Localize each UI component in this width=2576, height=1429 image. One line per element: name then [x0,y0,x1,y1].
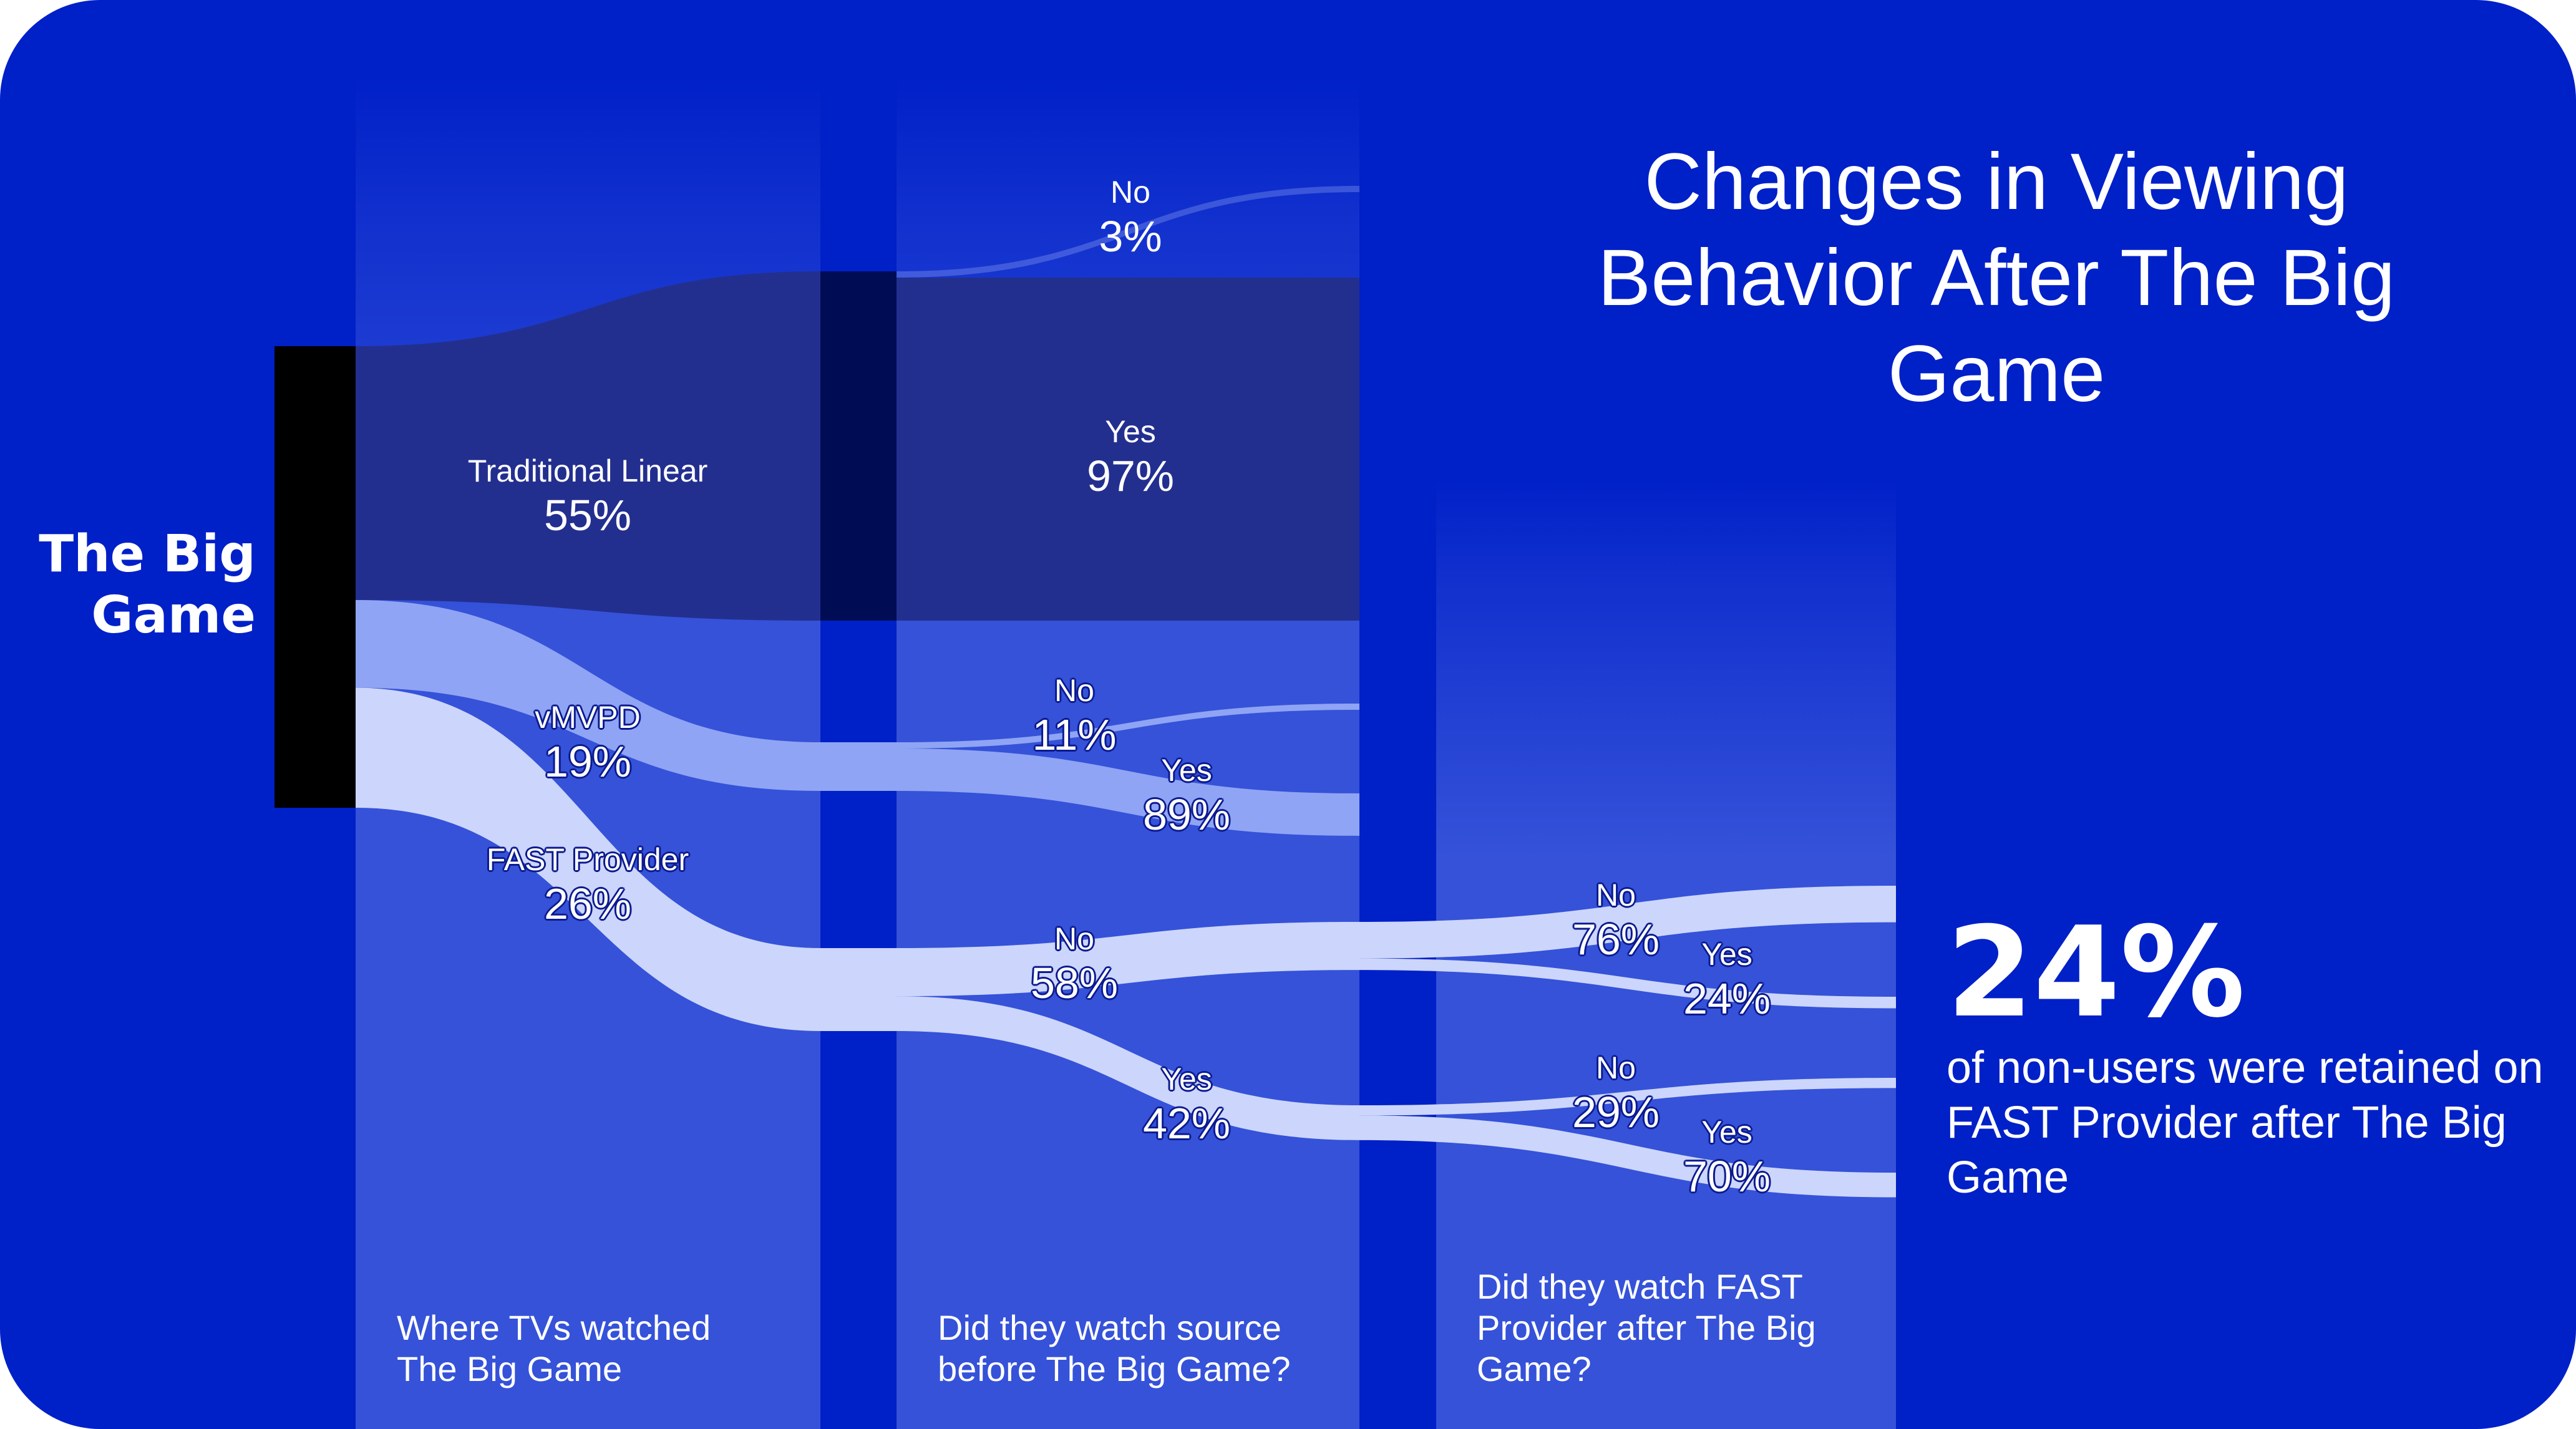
node-label-vmvpd-no: No 11% [1032,673,1117,759]
flow-linear-yes [897,278,1359,621]
flow-fast-no [897,922,1359,997]
sankey-flows [356,186,1896,1198]
flow-user-no [1359,1078,1896,1116]
column-caption-after: Did they watch FAST Provider after The B… [1477,1267,1816,1388]
sankey-nodes [275,271,897,1031]
column-caption-where-watched: Where TVs watched The Big Game [397,1308,711,1388]
flow-fast-yes [897,996,1359,1140]
node-label-linear-yes: Yes 97% [1086,414,1175,500]
flow-nonuser-yes [1359,958,1896,1009]
node-label-vmvpd-yes: Yes 89% [1142,753,1231,839]
node-label-linear-no: No 3% [1099,175,1162,261]
node-label-fast-provider: FAST Provider 26% [486,842,689,928]
node-label-nonuser-no: No 76% [1572,878,1660,964]
flow-vmvpd [356,600,820,791]
node-label-traditional-linear: Traditional Linear 55% [467,453,708,540]
flow-traditional-linear [356,271,820,621]
node-label-fast-no: No 58% [1030,921,1119,1007]
node-traditional-linear [820,271,897,621]
node-label-fast-yes: Yes 42% [1142,1062,1231,1148]
node-label-user-no: No 29% [1572,1050,1660,1136]
flow-vmvpd-yes [897,748,1359,836]
column-caption-before: Did they watch source before The Big Gam… [938,1308,1291,1388]
callout-description: of non-users were retained on FAST Provi… [1947,1043,2544,1203]
flow-user-yes [1359,1115,1896,1198]
page-title: Changes in Viewing Behavior After The Bi… [1597,137,2396,419]
flow-linear-no [897,186,1359,278]
flow-fast-provider [356,687,820,1031]
node-label-nonuser-yes: Yes 24% [1683,937,1771,1023]
node-fast-provider [820,948,897,1031]
node-vmvpd [820,742,897,791]
root-node-bar [275,346,356,808]
node-label-user-yes: Yes 70% [1683,1115,1771,1201]
node-label-vmvpd: vMVPD 19% [535,700,641,786]
flow-nonuser-no [1359,886,1896,959]
root-node-label: The Big Game [39,525,256,645]
callout-percentage: 24% [1947,900,2245,1045]
flow-vmvpd-no [897,704,1359,748]
